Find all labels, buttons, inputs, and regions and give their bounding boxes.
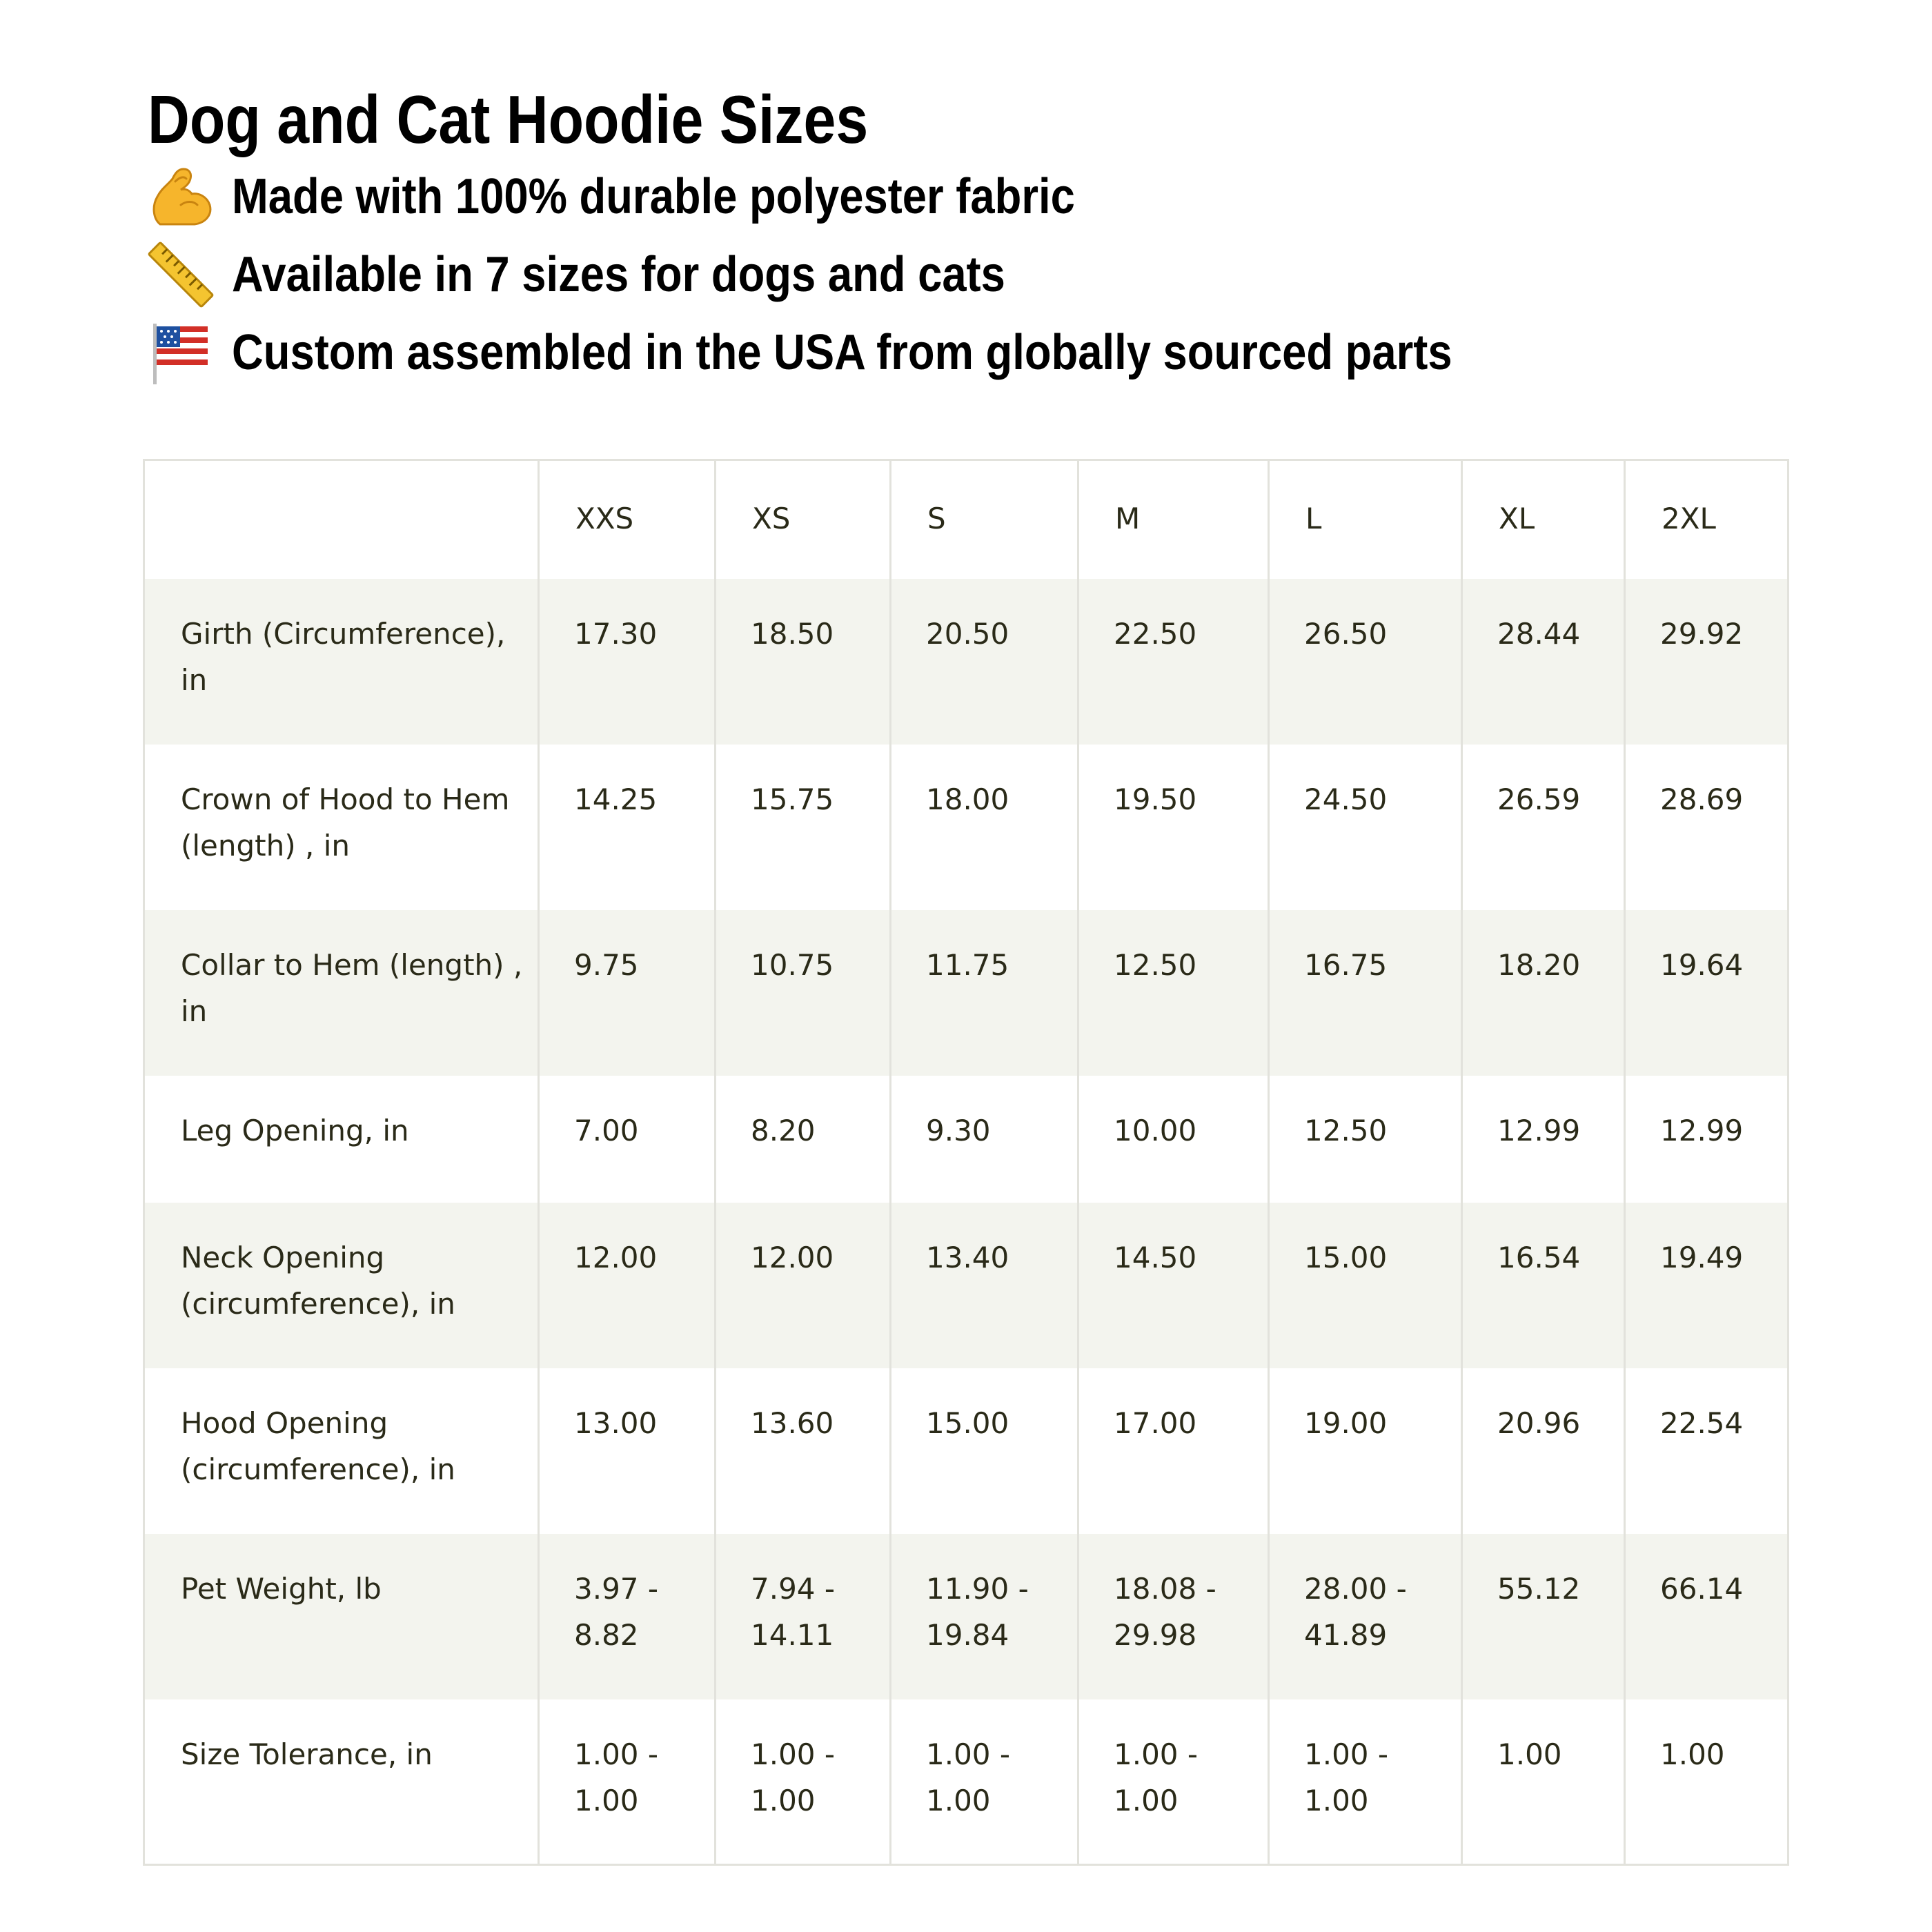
row-label: Size Tolerance, in xyxy=(143,1699,540,1865)
table-cell: 10.00 xyxy=(1077,1075,1270,1203)
row-label: Girth (Circumference), in xyxy=(143,578,540,745)
table-cell: 13.60 xyxy=(714,1368,891,1534)
row-label: Neck Opening (circumference), in xyxy=(143,1202,540,1368)
table-row-size-tolerance: Size Tolerance, in 1.00 - 1.00 1.00 - 1.… xyxy=(143,1699,1789,1865)
table-cell: 55.12 xyxy=(1461,1533,1626,1699)
size-header-m: M xyxy=(1077,460,1270,579)
table-cell: 7.94 - 14.11 xyxy=(714,1533,891,1699)
table-cell: 1.00 - 1.00 xyxy=(1077,1699,1270,1865)
table-cell: 9.75 xyxy=(538,909,716,1076)
table-row-pet-weight: Pet Weight, lb 3.97 - 8.82 7.94 - 14.11 … xyxy=(143,1533,1789,1699)
table-cell: 29.92 xyxy=(1624,578,1789,745)
table-cell: 18.08 - 29.98 xyxy=(1077,1533,1270,1699)
table-cell: 1.00 xyxy=(1624,1699,1789,1865)
table-cell: 12.99 xyxy=(1461,1075,1626,1203)
table-cell: 13.40 xyxy=(889,1202,1079,1368)
size-header-s: S xyxy=(889,460,1079,579)
table-cell: 1.00 - 1.00 xyxy=(1268,1699,1463,1865)
table-cell: 11.90 - 19.84 xyxy=(889,1533,1079,1699)
feature-bullet-fabric: Made with 100% durable polyester fabric xyxy=(146,159,1190,235)
table-cell: 14.50 xyxy=(1077,1202,1270,1368)
row-label: Crown of Hood to Hem (length) , in xyxy=(143,744,540,910)
bullet-text: Made with 100% durable polyester fabric xyxy=(232,169,1075,224)
table-cell: 12.99 xyxy=(1624,1075,1789,1203)
size-chart-table: XXS XS S M L XL 2XL Girth (Circumference… xyxy=(143,459,1789,1866)
table-row-collar-to-hem: Collar to Hem (length) , in 9.75 10.75 1… xyxy=(143,909,1789,1076)
table-cell: 22.50 xyxy=(1077,578,1270,745)
table-cell: 1.00 xyxy=(1461,1699,1626,1865)
table-cell: 20.96 xyxy=(1461,1368,1626,1534)
table-cell: 1.00 - 1.00 xyxy=(714,1699,891,1865)
table-cell: 1.00 - 1.00 xyxy=(889,1699,1079,1865)
flexed-biceps-icon xyxy=(146,162,215,231)
us-flag-icon xyxy=(146,318,215,387)
table-cell: 28.69 xyxy=(1624,744,1789,910)
table-cell: 18.20 xyxy=(1461,909,1626,1076)
table-cell: 24.50 xyxy=(1268,744,1463,910)
table-row-neck-opening: Neck Opening (circumference), in 12.00 1… xyxy=(143,1202,1789,1368)
table-row-hood-opening: Hood Opening (circumference), in 13.00 1… xyxy=(143,1368,1789,1534)
table-cell: 19.50 xyxy=(1077,744,1270,910)
table-cell: 19.00 xyxy=(1268,1368,1463,1534)
page-title: Dog and Cat Hoodie Sizes xyxy=(148,81,869,157)
size-header-xxs: XXS xyxy=(538,460,716,579)
ruler-icon xyxy=(146,240,215,309)
table-cell: 15.00 xyxy=(889,1368,1079,1534)
table-cell: 28.00 - 41.89 xyxy=(1268,1533,1463,1699)
table-cell: 1.00 - 1.00 xyxy=(538,1699,716,1865)
table-cell: 17.00 xyxy=(1077,1368,1270,1534)
table-cell: 16.54 xyxy=(1461,1202,1626,1368)
table-cell: 66.14 xyxy=(1624,1533,1789,1699)
feature-bullet-origin: Custom assembled in the USA from globall… xyxy=(146,315,1619,391)
table-cell: 11.75 xyxy=(889,909,1079,1076)
table-cell: 16.75 xyxy=(1268,909,1463,1076)
table-cell: 26.59 xyxy=(1461,744,1626,910)
table-cell: 14.25 xyxy=(538,744,716,910)
table-cell: 15.75 xyxy=(714,744,891,910)
table-cell: 12.50 xyxy=(1268,1075,1463,1203)
header-corner-cell xyxy=(143,460,540,579)
bullet-text: Available in 7 sizes for dogs and cats xyxy=(232,247,1005,302)
table-cell: 9.30 xyxy=(889,1075,1079,1203)
size-header-l: L xyxy=(1268,460,1463,579)
size-header-xs: XS xyxy=(714,460,891,579)
table-cell: 15.00 xyxy=(1268,1202,1463,1368)
table-cell: 8.20 xyxy=(714,1075,891,1203)
table-cell: 28.44 xyxy=(1461,578,1626,745)
row-label: Collar to Hem (length) , in xyxy=(143,909,540,1076)
table-row-girth: Girth (Circumference), in 17.30 18.50 20… xyxy=(143,578,1789,745)
table-cell: 7.00 xyxy=(538,1075,716,1203)
table-header-row: XXS XS S M L XL 2XL xyxy=(143,460,1789,579)
table-cell: 26.50 xyxy=(1268,578,1463,745)
row-label: Leg Opening, in xyxy=(143,1075,540,1203)
table-cell: 10.75 xyxy=(714,909,891,1076)
table-cell: 12.50 xyxy=(1077,909,1270,1076)
table-cell: 22.54 xyxy=(1624,1368,1789,1534)
table-cell: 18.50 xyxy=(714,578,891,745)
table-cell: 12.00 xyxy=(538,1202,716,1368)
table-cell: 18.00 xyxy=(889,744,1079,910)
size-header-2xl: 2XL xyxy=(1624,460,1789,579)
table-cell: 20.50 xyxy=(889,578,1079,745)
row-label: Pet Weight, lb xyxy=(143,1533,540,1699)
bullet-text: Custom assembled in the USA from globall… xyxy=(232,325,1452,380)
table-cell: 19.64 xyxy=(1624,909,1789,1076)
row-label: Hood Opening (circumference), in xyxy=(143,1368,540,1534)
table-cell: 12.00 xyxy=(714,1202,891,1368)
table-row-leg-opening: Leg Opening, in 7.00 8.20 9.30 10.00 12.… xyxy=(143,1075,1789,1203)
table-cell: 13.00 xyxy=(538,1368,716,1534)
table-cell: 17.30 xyxy=(538,578,716,745)
table-cell: 19.49 xyxy=(1624,1202,1789,1368)
table-row-crown-to-hem: Crown of Hood to Hem (length) , in 14.25… xyxy=(143,744,1789,910)
table-cell: 3.97 - 8.82 xyxy=(538,1533,716,1699)
feature-bullet-sizes: Available in 7 sizes for dogs and cats xyxy=(146,237,1111,313)
size-header-xl: XL xyxy=(1461,460,1626,579)
